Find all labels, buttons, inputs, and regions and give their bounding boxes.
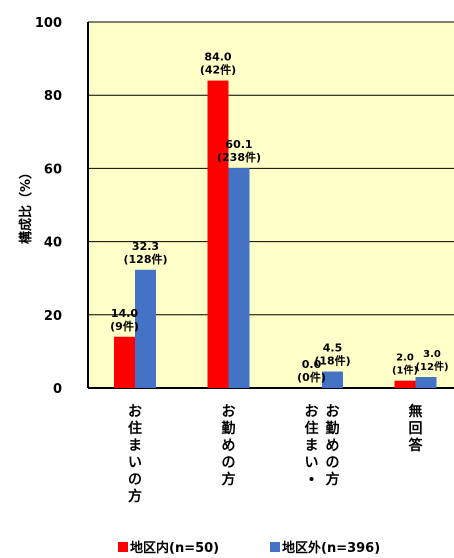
category-label-char: の xyxy=(326,455,340,471)
category-label-char: 方 xyxy=(222,471,236,488)
y-tick-label: 0 xyxy=(53,382,62,397)
data-value-label: 32.3 xyxy=(132,240,159,253)
data-count-label: (12件) xyxy=(415,360,448,373)
data-labels: 14.0(9件) 84.0(42件) 0.0(0件) 2.0(1件) 32.3(128件… xyxy=(110,51,448,384)
category-label-char: 方 xyxy=(326,471,340,488)
category-label-char: お xyxy=(305,404,319,420)
y-tick-labels: 0 20 40 60 80 100 xyxy=(35,16,62,397)
legend: 地区内(n=50) 地区外(n=396) xyxy=(118,540,380,556)
y-tick-label: 100 xyxy=(35,16,62,31)
category-label-char: め xyxy=(326,438,340,454)
bar xyxy=(322,371,343,388)
category-label-char: お xyxy=(326,404,340,420)
category-label-char: 勤 xyxy=(326,420,340,437)
bar xyxy=(415,377,437,388)
data-value-label: 84.0 xyxy=(204,51,231,64)
data-count-label: (1件) xyxy=(392,364,418,377)
category-label-char: ま xyxy=(128,438,142,454)
data-count-label: (238件) xyxy=(217,150,261,164)
bar xyxy=(135,269,156,388)
y-tick-label: 80 xyxy=(44,89,62,104)
category-label-char: 回 xyxy=(409,421,423,437)
data-count-label: (0件) xyxy=(297,370,326,384)
bar xyxy=(114,336,135,388)
legend-swatch xyxy=(270,542,280,552)
bar xyxy=(394,380,416,388)
bar xyxy=(207,80,229,388)
category-label-char: め xyxy=(222,438,236,454)
category-label-char: 無 xyxy=(409,403,423,420)
legend-label: 地区内(n=50) xyxy=(130,540,219,556)
data-value-label: 3.0 xyxy=(423,349,441,360)
data-value-label: 2.0 xyxy=(396,353,414,364)
category-label-char: の xyxy=(128,472,142,488)
data-value-label: 60.1 xyxy=(225,138,252,151)
category-label-char: 方 xyxy=(128,488,142,505)
data-value-label: 0.0 xyxy=(302,358,322,371)
data-count-label: (128件) xyxy=(123,252,167,266)
data-value-label: 4.5 xyxy=(323,342,343,355)
category-label-char: ま xyxy=(305,438,319,454)
legend-label: 地区外(n=396) xyxy=(282,540,380,556)
category-label-char: い xyxy=(128,455,142,471)
category-label-char: の xyxy=(222,455,236,471)
category-label-char: 答 xyxy=(409,437,424,454)
category-label-char: 住 xyxy=(128,420,142,437)
data-count-label: (9件) xyxy=(110,319,139,333)
y-tick-label: 60 xyxy=(44,162,62,177)
category-label-char: お xyxy=(128,404,142,420)
y-tick-label: 20 xyxy=(44,309,62,324)
category-label-char: い xyxy=(305,455,319,471)
data-value-label: 14.0 xyxy=(111,307,138,320)
legend-swatch xyxy=(118,542,128,552)
category-label-char: 住 xyxy=(305,420,319,437)
y-tick-label: 40 xyxy=(44,236,62,251)
data-count-label: (18件) xyxy=(314,354,350,368)
bars xyxy=(114,80,437,388)
data-count-label: (42件) xyxy=(200,63,236,77)
category-label-char: 勤 xyxy=(222,420,236,437)
category-label-dot xyxy=(309,477,314,481)
y-axis-label: 構成比（%） xyxy=(18,166,34,244)
bar xyxy=(228,168,250,388)
category-label-char: お xyxy=(222,404,236,420)
